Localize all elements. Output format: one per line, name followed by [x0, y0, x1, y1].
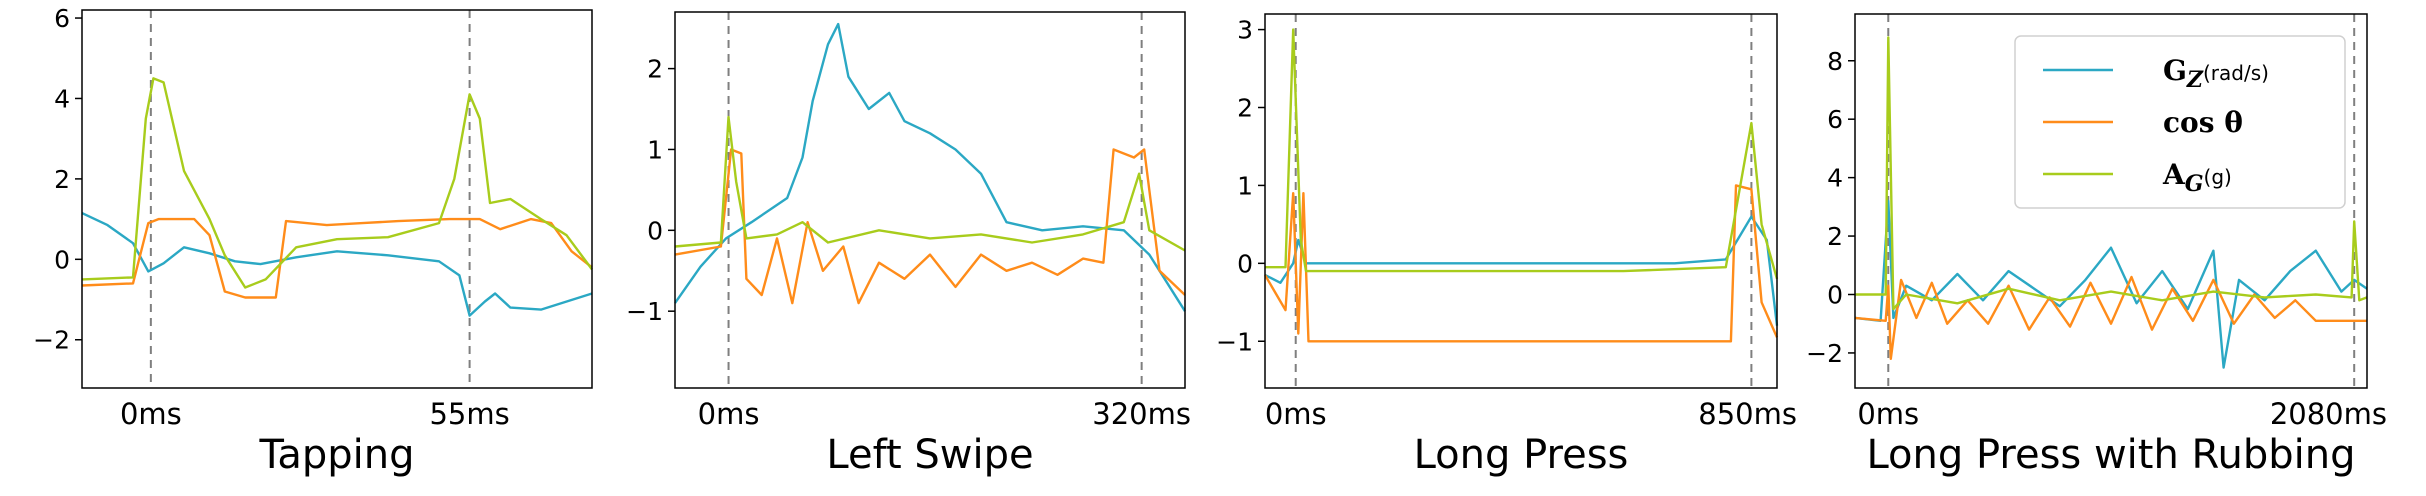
panel-title: Tapping: [259, 432, 415, 478]
event-label: 0ms: [698, 397, 760, 431]
y-tick-label: −2: [1806, 339, 1843, 368]
event-label: 320ms: [1092, 397, 1191, 431]
y-tick-label: 0: [54, 245, 70, 274]
y-tick-label: 2: [1827, 222, 1843, 251]
y-tick-label: 4: [1827, 164, 1843, 193]
y-tick-label: 2: [647, 55, 663, 84]
y-tick-label: 2: [1237, 94, 1253, 123]
panel-title: Long Press with Rubbing: [1866, 432, 2355, 478]
y-tick-label: 0: [1827, 281, 1843, 310]
axes-frame: [1854, 13, 2368, 389]
y-tick-label: 6: [1827, 105, 1843, 134]
y-tick-label: 4: [54, 84, 70, 113]
y-tick-label: 2: [54, 165, 70, 194]
panel-1: −2 0 2 4 6 0ms 55ms Tapping: [33, 4, 593, 478]
legend-label-cos: cos θ: [2163, 106, 2243, 139]
series-line-cos: [81, 217, 593, 299]
y-tick-label: 8: [1827, 47, 1843, 76]
event-label: 2080ms: [2270, 397, 2387, 431]
legend-label-ag: AG(g): [2162, 158, 2232, 197]
axes-frame: [674, 11, 1186, 389]
series-line-cos: [1263, 184, 1779, 343]
panel-title: Long Press: [1414, 432, 1629, 478]
series-line-cos: [674, 148, 1186, 305]
y-tick-label: −2: [33, 326, 70, 355]
y-tick-label: 1: [1237, 171, 1253, 200]
series-line-ag: [1855, 36, 2368, 311]
series-line-ag: [674, 115, 1186, 252]
y-tick-label: 3: [1237, 16, 1253, 45]
legend: GZ(rad/s) cos θ AG(g): [2014, 35, 2346, 209]
y-tick-label: 6: [54, 4, 70, 33]
event-label: 55ms: [429, 397, 509, 431]
event-label: 0ms: [1857, 397, 1919, 431]
series-line-cos: [1854, 275, 2367, 360]
y-tick-label: −1: [1216, 327, 1253, 356]
panel-title: Left Swipe: [826, 432, 1033, 478]
legend-box: [2014, 35, 2346, 209]
series-line-gz: [1854, 199, 2368, 369]
legend-label-gz: GZ(rad/s): [2163, 54, 2269, 93]
series-line-gz: [1264, 215, 1779, 326]
y-tick-label: 0: [1237, 249, 1253, 278]
series-line-gz: [674, 22, 1187, 312]
y-tick-label: 0: [647, 216, 663, 245]
series-line-ag: [1265, 28, 1779, 280]
event-label: 0ms: [1265, 397, 1327, 431]
series-line-ag: [81, 77, 593, 289]
y-tick-label: 1: [647, 135, 663, 164]
y-tick-label: −1: [626, 297, 663, 326]
axes-frame: [81, 9, 593, 389]
panel-2: −1 0 1 2 0ms 320ms Left Swipe: [626, 11, 1191, 478]
event-label: 0ms: [120, 397, 182, 431]
panel-3: −1 0 1 2 3 0ms 850ms Long Press: [1216, 13, 1797, 478]
series-line-gz: [81, 212, 593, 317]
event-label: 850ms: [1698, 397, 1797, 431]
axes-frame: [1264, 13, 1778, 389]
